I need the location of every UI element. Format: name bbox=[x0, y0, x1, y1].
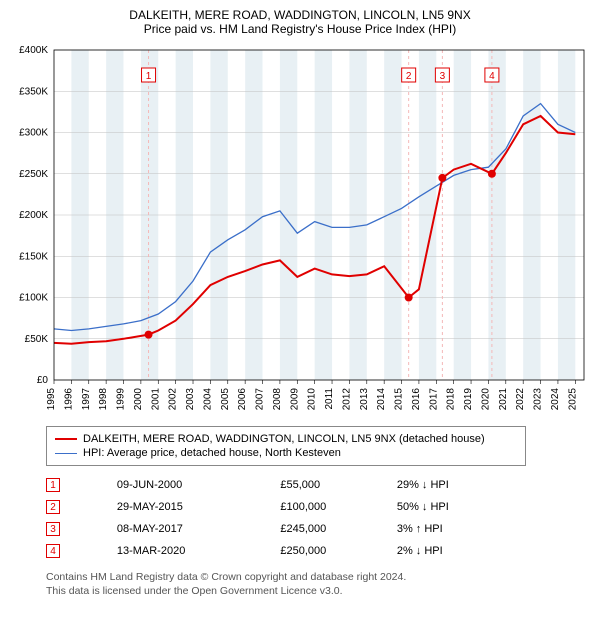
svg-text:1996: 1996 bbox=[63, 388, 74, 411]
legend-row: HPI: Average price, detached house, Nort… bbox=[55, 447, 517, 459]
svg-text:2016: 2016 bbox=[411, 388, 422, 411]
svg-text:2007: 2007 bbox=[255, 388, 266, 411]
price-chart: £0 £50K £100K £150K £200K £250K £300K £350K £400… bbox=[8, 42, 592, 422]
svg-text:2014: 2014 bbox=[376, 388, 387, 411]
table-row: 4 13-MAR-2020£250,0002% ↓ HPI bbox=[46, 540, 526, 562]
svg-text:£100K: £100K bbox=[19, 293, 48, 304]
svg-text:2020: 2020 bbox=[480, 388, 491, 411]
svg-text:1998: 1998 bbox=[98, 388, 109, 411]
svg-text:1999: 1999 bbox=[116, 388, 127, 411]
event-marker-box: 1 bbox=[46, 478, 60, 492]
event-date: 09-JUN-2000 bbox=[117, 474, 281, 496]
svg-text:2023: 2023 bbox=[533, 388, 544, 411]
svg-text:2002: 2002 bbox=[168, 388, 179, 411]
footnote: Contains HM Land Registry data © Crown c… bbox=[46, 570, 592, 598]
svg-text:1995: 1995 bbox=[46, 388, 57, 411]
svg-text:2006: 2006 bbox=[237, 388, 248, 411]
table-row: 2 29-MAY-2015£100,00050% ↓ HPI bbox=[46, 496, 526, 518]
table-row: 3 08-MAY-2017£245,0003% ↑ HPI bbox=[46, 518, 526, 540]
svg-text:£250K: £250K bbox=[19, 169, 48, 180]
legend-label: HPI: Average price, detached house, Nort… bbox=[83, 447, 341, 459]
svg-text:4: 4 bbox=[489, 71, 495, 82]
footnote-line1: Contains HM Land Registry data © Crown c… bbox=[46, 570, 592, 584]
svg-text:£0: £0 bbox=[37, 375, 49, 386]
svg-text:2: 2 bbox=[406, 71, 412, 82]
svg-text:£50K: £50K bbox=[25, 334, 49, 345]
svg-text:2018: 2018 bbox=[446, 388, 457, 411]
title-line1: DALKEITH, MERE ROAD, WADDINGTON, LINCOLN… bbox=[8, 8, 592, 22]
svg-text:£400K: £400K bbox=[19, 45, 48, 56]
event-price: £250,000 bbox=[280, 540, 396, 562]
svg-text:3: 3 bbox=[440, 71, 446, 82]
event-marker-box: 2 bbox=[46, 500, 60, 514]
events-table: 1 09-JUN-2000£55,00029% ↓ HPI 2 29-MAY-2015… bbox=[46, 474, 526, 562]
svg-text:£200K: £200K bbox=[19, 210, 48, 221]
svg-text:2025: 2025 bbox=[567, 388, 578, 411]
svg-text:2022: 2022 bbox=[515, 388, 526, 411]
svg-text:2012: 2012 bbox=[341, 388, 352, 411]
svg-text:2021: 2021 bbox=[498, 388, 509, 411]
chart-legend: DALKEITH, MERE ROAD, WADDINGTON, LINCOLN… bbox=[46, 426, 526, 466]
legend-swatch bbox=[55, 453, 77, 454]
event-price: £245,000 bbox=[280, 518, 396, 540]
event-delta: 2% ↓ HPI bbox=[397, 540, 526, 562]
svg-text:£300K: £300K bbox=[19, 128, 48, 139]
svg-text:2015: 2015 bbox=[394, 388, 405, 411]
event-price: £100,000 bbox=[280, 496, 396, 518]
svg-text:2009: 2009 bbox=[289, 388, 300, 411]
svg-text:1997: 1997 bbox=[81, 388, 92, 411]
event-date: 13-MAR-2020 bbox=[117, 540, 281, 562]
event-delta: 29% ↓ HPI bbox=[397, 474, 526, 496]
legend-row: DALKEITH, MERE ROAD, WADDINGTON, LINCOLN… bbox=[55, 433, 517, 445]
svg-text:2011: 2011 bbox=[324, 388, 335, 410]
legend-label: DALKEITH, MERE ROAD, WADDINGTON, LINCOLN… bbox=[83, 433, 485, 445]
event-date: 29-MAY-2015 bbox=[117, 496, 281, 518]
svg-text:2003: 2003 bbox=[185, 388, 196, 411]
svg-text:£150K: £150K bbox=[19, 251, 48, 262]
svg-text:2013: 2013 bbox=[359, 388, 370, 411]
svg-text:2004: 2004 bbox=[202, 388, 213, 411]
title-line2: Price paid vs. HM Land Registry's House … bbox=[8, 22, 592, 36]
svg-text:2008: 2008 bbox=[272, 388, 283, 411]
svg-text:£350K: £350K bbox=[19, 86, 48, 97]
event-price: £55,000 bbox=[280, 474, 396, 496]
event-marker-box: 3 bbox=[46, 522, 60, 536]
svg-text:2019: 2019 bbox=[463, 388, 474, 411]
event-delta: 3% ↑ HPI bbox=[397, 518, 526, 540]
event-delta: 50% ↓ HPI bbox=[397, 496, 526, 518]
svg-text:2000: 2000 bbox=[133, 388, 144, 411]
table-row: 1 09-JUN-2000£55,00029% ↓ HPI bbox=[46, 474, 526, 496]
svg-text:2001: 2001 bbox=[150, 388, 161, 411]
chart-title-block: DALKEITH, MERE ROAD, WADDINGTON, LINCOLN… bbox=[8, 8, 592, 36]
footnote-line2: This data is licensed under the Open Gov… bbox=[46, 584, 592, 598]
svg-text:2005: 2005 bbox=[220, 388, 231, 411]
legend-swatch bbox=[55, 438, 77, 440]
svg-text:2010: 2010 bbox=[307, 388, 318, 411]
svg-text:2017: 2017 bbox=[428, 388, 439, 411]
svg-text:2024: 2024 bbox=[550, 388, 561, 411]
event-date: 08-MAY-2017 bbox=[117, 518, 281, 540]
svg-text:1: 1 bbox=[146, 71, 152, 82]
event-marker-box: 4 bbox=[46, 544, 60, 558]
